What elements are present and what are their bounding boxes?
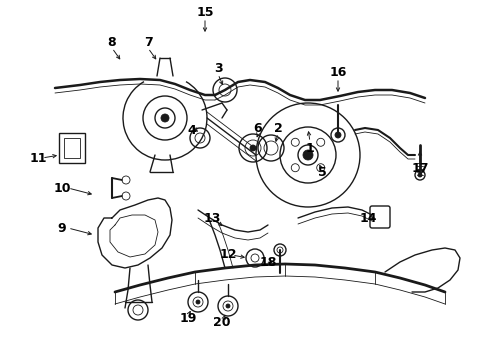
Circle shape [161, 114, 169, 122]
Text: 17: 17 [411, 162, 429, 175]
Text: 4: 4 [188, 123, 196, 136]
Text: 1: 1 [306, 141, 315, 154]
Text: 9: 9 [58, 221, 66, 234]
Text: 15: 15 [196, 5, 214, 18]
Text: 10: 10 [53, 181, 71, 194]
Text: 7: 7 [144, 36, 152, 49]
Text: 13: 13 [203, 211, 220, 225]
Text: 18: 18 [259, 256, 277, 269]
Text: 5: 5 [318, 166, 326, 179]
Text: 6: 6 [254, 122, 262, 135]
Circle shape [418, 173, 422, 177]
Text: 11: 11 [29, 152, 47, 165]
Text: 19: 19 [179, 311, 196, 324]
Circle shape [226, 304, 230, 308]
Text: 8: 8 [108, 36, 116, 49]
Text: 12: 12 [219, 248, 237, 261]
Circle shape [303, 150, 313, 160]
Text: 2: 2 [273, 122, 282, 135]
Circle shape [196, 300, 200, 304]
Circle shape [250, 145, 256, 151]
Text: 16: 16 [329, 66, 347, 78]
Circle shape [335, 132, 341, 138]
Text: 20: 20 [213, 315, 231, 328]
Text: 14: 14 [359, 211, 377, 225]
Text: 3: 3 [214, 62, 222, 75]
